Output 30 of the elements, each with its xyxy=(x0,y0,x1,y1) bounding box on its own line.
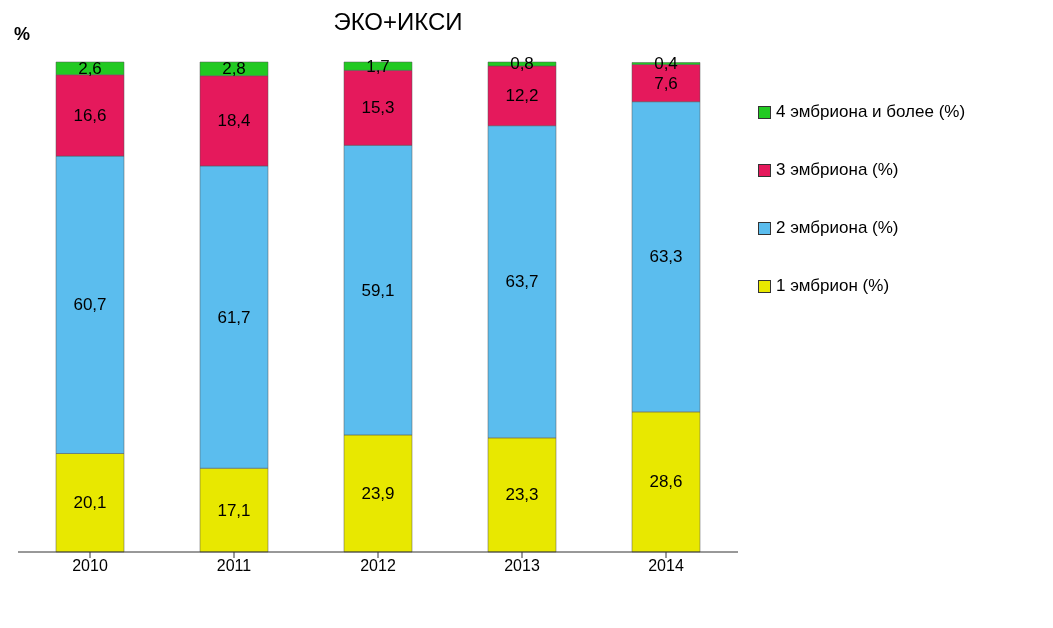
data-label: 2,6 xyxy=(78,58,102,78)
data-label: 17,1 xyxy=(217,500,251,520)
x-tick-label: 2013 xyxy=(504,557,540,575)
data-label: 16,6 xyxy=(73,105,107,125)
data-label: 20,1 xyxy=(73,493,107,513)
y-axis-title: % xyxy=(14,24,31,45)
x-tick-label: 2011 xyxy=(216,557,252,575)
legend-label: 4 эмбриона и более (%) xyxy=(776,102,966,122)
data-label: 60,7 xyxy=(73,295,107,315)
data-label: 7,6 xyxy=(654,73,678,93)
data-label: 63,7 xyxy=(505,272,539,292)
data-label: 28,6 xyxy=(649,472,683,492)
x-tick-label: 2014 xyxy=(648,557,684,575)
data-label: 61,7 xyxy=(217,307,251,327)
data-label: 18,4 xyxy=(217,111,251,131)
data-label: 0,8 xyxy=(510,54,534,74)
legend-label: 1 эмбрион (%) xyxy=(776,276,890,296)
chart-title: ЭКО+ИКСИ xyxy=(333,8,463,35)
legend-label: 2 эмбриона (%) xyxy=(776,218,899,238)
data-label: 2,8 xyxy=(222,59,246,79)
data-label: 12,2 xyxy=(505,86,539,106)
data-label: 23,9 xyxy=(361,483,395,503)
data-label: 1,7 xyxy=(366,56,390,76)
x-tick-label: 2010 xyxy=(72,557,108,575)
data-label: 23,3 xyxy=(505,485,539,505)
data-label: 15,3 xyxy=(361,98,395,118)
x-tick-label: 2012 xyxy=(360,557,396,575)
data-label: 59,1 xyxy=(361,280,395,300)
legend-label: 3 эмбриона (%) xyxy=(776,160,899,180)
data-label: 63,3 xyxy=(649,247,683,267)
